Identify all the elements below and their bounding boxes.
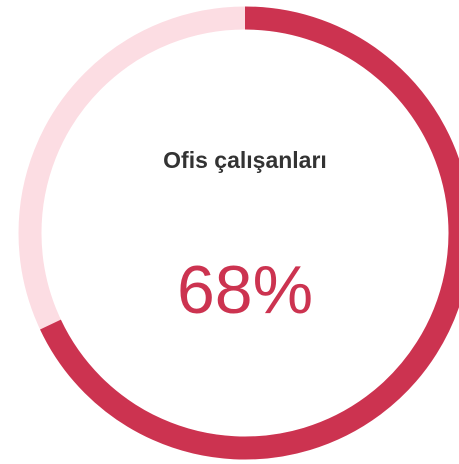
value-label: 68% [176,252,314,328]
chart-title: Ofis çalışanları [163,147,327,173]
ring-value [40,6,459,460]
